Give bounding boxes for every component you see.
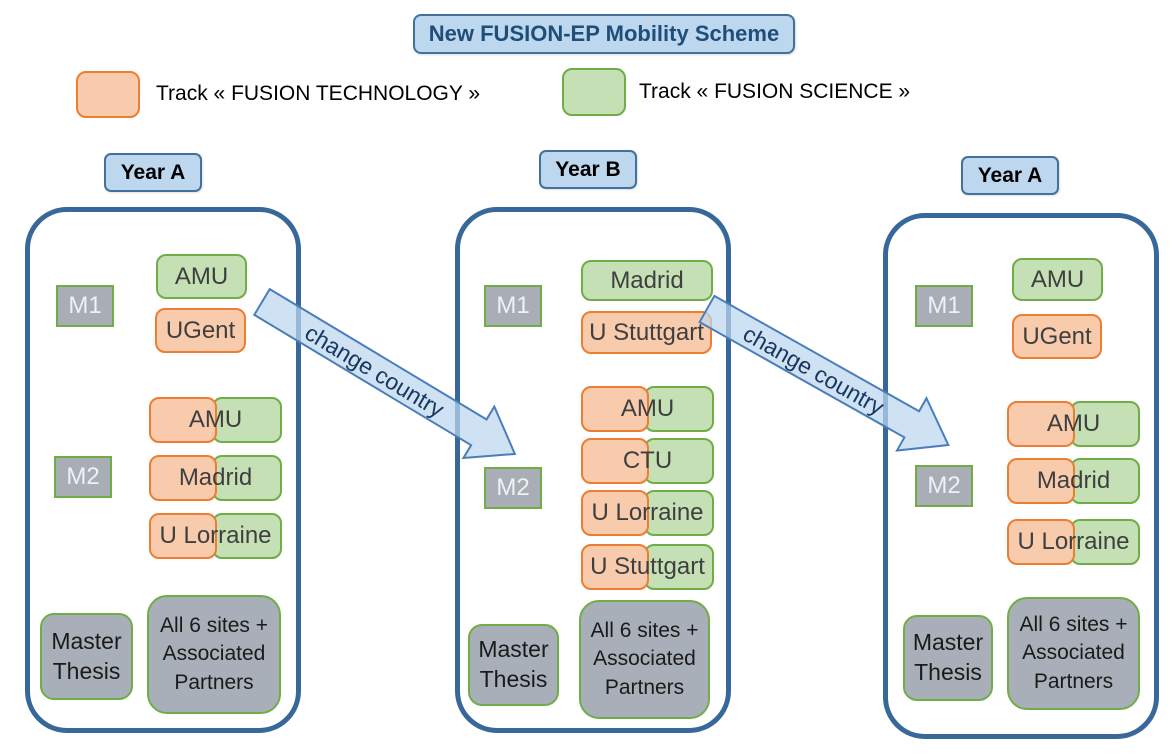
dual-site-box-amu: AMU bbox=[581, 386, 714, 432]
dual-site-box-ulorraine: U Lorraine bbox=[1007, 519, 1140, 565]
master-thesis-box: Master Thesis bbox=[468, 624, 559, 706]
year-column-2: M1 Madrid U Stuttgart M2 AMU CTU U Lorra… bbox=[455, 207, 731, 733]
m1-label-box: M1 bbox=[484, 285, 542, 327]
year-header-2: Year B bbox=[539, 150, 637, 189]
site-box-ugent: UGent bbox=[1012, 314, 1102, 359]
technology-half bbox=[1007, 458, 1075, 504]
dual-site-box-ctu: CTU bbox=[581, 438, 714, 484]
year-column-3: M1 AMU UGent M2 AMU Madrid U Lorraine Ma… bbox=[883, 213, 1159, 739]
dual-site-box-amu: AMU bbox=[1007, 401, 1140, 447]
science-half bbox=[1070, 519, 1140, 565]
m2-label-box: M2 bbox=[915, 465, 973, 507]
master-thesis-box: Master Thesis bbox=[40, 613, 133, 700]
site-box-madrid: Madrid bbox=[581, 260, 713, 301]
technology-half bbox=[581, 438, 649, 484]
m1-label-box: M1 bbox=[56, 285, 114, 327]
m2-label-box: M2 bbox=[54, 456, 112, 498]
change-country-label: change country bbox=[301, 319, 450, 423]
science-half bbox=[1070, 458, 1140, 504]
all-sites-box: All 6 sites + Associated Partners bbox=[147, 595, 281, 714]
dual-site-box-amu: AMU bbox=[149, 397, 282, 443]
change-country-label: change country bbox=[739, 320, 889, 420]
master-thesis-box: Master Thesis bbox=[903, 615, 993, 701]
technology-half bbox=[149, 455, 217, 501]
technology-half bbox=[1007, 401, 1075, 447]
dual-site-box-madrid: Madrid bbox=[1007, 458, 1140, 504]
m2-label-box: M2 bbox=[484, 467, 542, 509]
dual-site-box-ustuttgart: U Stuttgart bbox=[581, 544, 714, 590]
dual-site-box-ulorraine: U Lorraine bbox=[581, 490, 714, 536]
diagram-title: New FUSION-EP Mobility Scheme bbox=[413, 14, 795, 54]
technology-half bbox=[581, 544, 649, 590]
all-sites-box: All 6 sites + Associated Partners bbox=[579, 600, 710, 719]
technology-half bbox=[1007, 519, 1075, 565]
legend-swatch-science bbox=[562, 68, 626, 116]
site-box-ustuttgart: U Stuttgart bbox=[581, 311, 712, 354]
year-header-3: Year A bbox=[961, 156, 1059, 195]
technology-half bbox=[149, 397, 217, 443]
technology-half bbox=[149, 513, 217, 559]
site-box-ugent: UGent bbox=[155, 308, 246, 353]
legend-label-science: Track « FUSION SCIENCE » bbox=[639, 80, 911, 103]
technology-half bbox=[581, 386, 649, 432]
dual-site-box-madrid: Madrid bbox=[149, 455, 282, 501]
legend-label-technology: Track « FUSION TECHNOLOGY » bbox=[156, 82, 481, 105]
dual-site-box-ulorraine: U Lorraine bbox=[149, 513, 282, 559]
year-column-1: M1 AMU UGent M2 AMU Madrid U Lorraine Ma… bbox=[25, 207, 301, 733]
m1-label-box: M1 bbox=[915, 285, 973, 327]
all-sites-box: All 6 sites + Associated Partners bbox=[1007, 597, 1140, 710]
site-box-amu: AMU bbox=[1012, 258, 1103, 301]
year-header-1: Year A bbox=[104, 153, 202, 192]
technology-half bbox=[581, 490, 649, 536]
site-box-amu: AMU bbox=[156, 254, 247, 299]
legend-swatch-technology bbox=[76, 71, 140, 118]
